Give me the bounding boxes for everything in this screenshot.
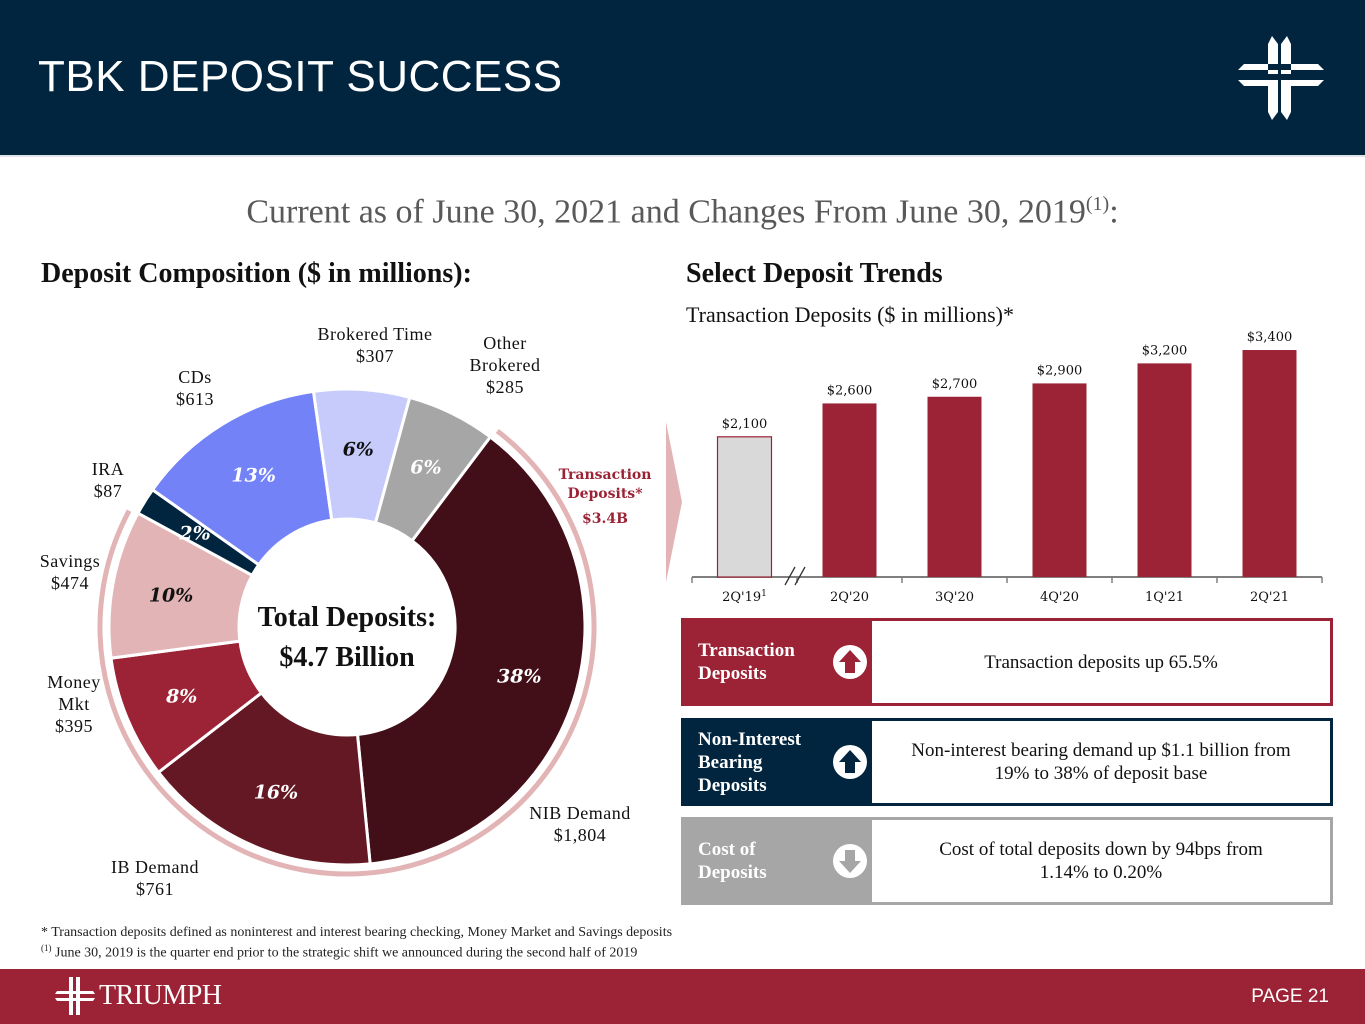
transaction-deposits-bar-chart: $2,100 2Q'191 $2,600 2Q'20 $2,700 3Q'20 $2,900… xyxy=(691,330,1323,605)
card-title: Transaction Deposits xyxy=(698,640,795,684)
x-tick-label: 4Q'20 xyxy=(1040,590,1079,605)
bar-2Q'20 xyxy=(822,403,877,577)
donut-slice-cds xyxy=(150,389,334,567)
page-title: TBK DEPOSIT SUCCESS xyxy=(38,52,563,101)
transaction-deposits-group-value: $3.4B xyxy=(582,511,628,527)
bar-2Q'21 xyxy=(1242,350,1297,577)
select-deposit-trends-title: Select Deposit Trends xyxy=(686,258,943,289)
card-label-panel: Transaction Deposits xyxy=(684,621,872,703)
footnote-marker: (1) xyxy=(41,943,52,953)
total-deposits-center-label: Total Deposits: $4.7 Billion xyxy=(257,602,437,673)
card-title: Non-Interest Bearing Deposits xyxy=(698,728,802,796)
footnote-transaction-deposits: * Transaction deposits defined as nonint… xyxy=(41,925,673,940)
x-tick-label: 1Q'21 xyxy=(1145,590,1184,605)
subtitle-text: Current as of June 30, 2021 and Changes … xyxy=(246,193,1086,231)
donut-percent-label: 10% xyxy=(149,584,194,606)
bar-value-label: $2,900 xyxy=(1037,363,1083,378)
label-savings: Savings $474 xyxy=(39,551,101,593)
bar-value-label: $3,400 xyxy=(1247,330,1293,345)
donut-percent-label: 2% xyxy=(178,522,210,544)
bar-1Q'21 xyxy=(1137,363,1192,577)
x-tick-label: 2Q'21 xyxy=(1250,590,1289,605)
donut-percent-label: 8% xyxy=(165,686,197,708)
axis-break-mark xyxy=(784,566,796,586)
footnote-text: June 30, 2019 is the quarter end prior t… xyxy=(51,945,638,961)
highlight-card-non-interest-bearing-deposits: Non-Interest Bearing Deposits Non-interest … xyxy=(681,718,1333,806)
deposit-composition-title: Deposit Composition ($ in millions): xyxy=(41,258,472,289)
donut-percent-label: 13% xyxy=(231,464,276,486)
donut-percent-label: 6% xyxy=(410,456,441,478)
page-number: PAGE 21 xyxy=(1251,986,1329,1007)
donut-percent-label: 38% xyxy=(497,665,542,687)
arrow-down-circle-icon xyxy=(833,844,867,878)
footer-logo: TRIUMPH xyxy=(55,977,222,1015)
bar-value-label: $2,600 xyxy=(827,383,873,398)
label-cds: CDs $613 xyxy=(176,367,214,409)
x-tick-label: 2Q'191 xyxy=(722,589,767,605)
donut-slice-other-brokered xyxy=(373,395,493,543)
bar-value-label: $2,700 xyxy=(932,377,978,392)
highlight-card-cost-of-deposits: Cost of Deposits Cost of total deposits do… xyxy=(681,817,1333,905)
donut-slice-ib-demand xyxy=(156,690,372,867)
footer-bar xyxy=(0,969,1365,1024)
arrow-up-circle-icon xyxy=(833,745,867,779)
bar-chart-title: Transaction Deposits ($ in millions)* xyxy=(686,302,1014,327)
bar-3Q'20 xyxy=(927,396,982,577)
label-ira: IRA $87 xyxy=(91,459,125,501)
transaction-deposits-group-label: Transaction Deposits* xyxy=(558,467,652,502)
triumph-cross-icon xyxy=(55,977,95,1015)
card-description: Cost of total deposits down by 94bps fro… xyxy=(939,839,1263,883)
triumph-cross-icon xyxy=(1238,36,1324,120)
label-ib-demand: IB Demand $761 xyxy=(111,857,199,899)
footnote-june-2019: (1) June 30, 2019 is the quarter end pri… xyxy=(41,943,637,962)
card-description: Transaction deposits up 65.5% xyxy=(984,651,1218,673)
x-tick-label: 2Q'20 xyxy=(830,590,869,605)
label-brokered-time: Brokered Time $307 xyxy=(317,324,433,366)
bar-2Q'19 xyxy=(716,436,773,578)
axis-break-mark xyxy=(794,566,806,586)
header-divider xyxy=(0,155,1365,157)
label-money-mkt: Money Mkt $395 xyxy=(47,672,101,736)
card-label-panel: Non-Interest Bearing Deposits xyxy=(684,721,872,803)
highlight-card-transaction-deposits: Transaction Deposits Transaction deposits … xyxy=(681,618,1333,706)
deposit-composition-donut: 38% 16% 8% 10% 2% 13% 6% 6% xyxy=(97,387,597,877)
transaction-deposits-ring xyxy=(97,429,597,877)
bar-4Q'20 xyxy=(1032,383,1087,577)
footer-logo-text: TRIUMPH xyxy=(99,980,222,1011)
card-title: Cost of Deposits xyxy=(698,839,767,883)
subtitle-footnote-marker: (1) xyxy=(1085,193,1110,215)
donut-percent-label: 16% xyxy=(254,781,299,803)
header-bar: TBK DEPOSIT SUCCESS xyxy=(0,0,1365,155)
chevron-arrow-icon xyxy=(666,422,682,582)
label-other-brokered: Other Brokered $285 xyxy=(469,333,541,397)
x-tick-label: 3Q'20 xyxy=(935,590,974,605)
bar-value-label: $2,100 xyxy=(722,417,768,432)
donut-percent-label: 6% xyxy=(343,438,374,460)
donut-slice-nib-demand xyxy=(355,434,587,866)
card-description: Non-interest bearing demand up $1.1 bill… xyxy=(911,740,1291,784)
page-subtitle: Current as of June 30, 2021 and Changes … xyxy=(0,193,1365,231)
bar-value-label: $3,200 xyxy=(1142,343,1188,358)
arrow-up-circle-icon xyxy=(833,645,867,679)
card-label-panel: Cost of Deposits xyxy=(684,820,872,902)
subtitle-suffix: : xyxy=(1109,193,1119,231)
label-nib-demand: NIB Demand $1,804 xyxy=(529,803,631,845)
